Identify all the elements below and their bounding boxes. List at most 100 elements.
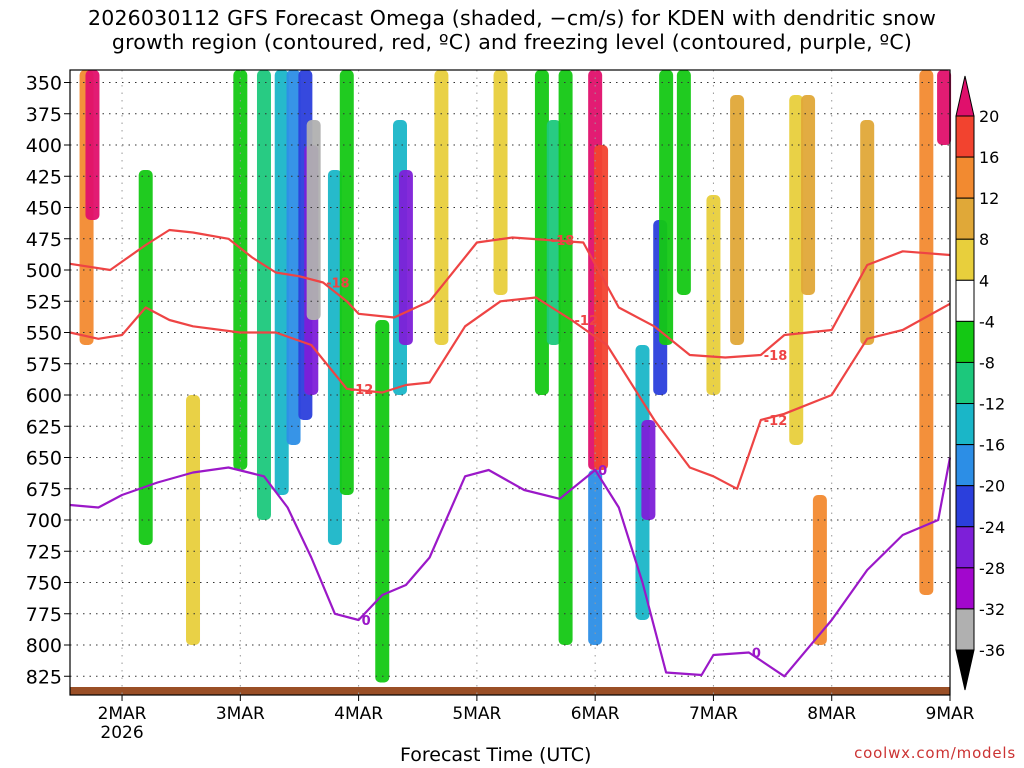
omega-band [286, 70, 301, 445]
omega-band [138, 170, 153, 545]
x-tick-label: 8MAR [807, 704, 856, 724]
colorbar-label: 8 [979, 230, 989, 249]
omega-band [812, 495, 827, 645]
colorbar-bin [955, 197, 975, 240]
colorbar-label: 20 [979, 107, 999, 126]
colorbar-label: -16 [979, 436, 1005, 455]
omega-band [375, 320, 390, 683]
y-tick-label: 350 [26, 73, 62, 95]
colorbar-label: 4 [979, 271, 989, 290]
x-tick-label: 4MAR [334, 704, 383, 724]
terrain-strip [70, 687, 950, 695]
title-line-2: growth region (contoured, red, ºC) and f… [111, 30, 913, 54]
colorbar-bin [955, 156, 975, 199]
colorbar-bin [955, 115, 975, 158]
omega-band [398, 170, 413, 345]
plot-frame [69, 69, 951, 696]
y-tick-label: 600 [26, 385, 62, 407]
x-tick-label: 5MAR [452, 704, 501, 724]
y-tick-label: 675 [26, 479, 62, 501]
x-tick-label: 3MAR [216, 704, 265, 724]
omega-band [558, 70, 573, 645]
y-tick-label: 550 [26, 323, 62, 345]
omega-band [546, 120, 561, 345]
colorbar-bin [955, 320, 975, 363]
chart-title: 2026030112 GFS Forecast Omega (shaded, −… [0, 6, 1024, 54]
omega-band [789, 95, 804, 445]
contour-label: -18 [764, 349, 788, 364]
contour-label: -18 [551, 234, 575, 249]
credit-link[interactable]: coolwx.com/models [854, 744, 1016, 762]
omega-band [306, 120, 321, 320]
colorbar-label: -24 [979, 518, 1005, 537]
contour-line [69, 457, 952, 678]
omega-band [493, 70, 508, 295]
omega-band [594, 145, 609, 470]
colorbar-label: -28 [979, 559, 1005, 578]
y-tick-label: 400 [26, 135, 62, 157]
contour-label: -12 [764, 414, 788, 429]
omega-band [659, 70, 674, 345]
y-tick-label: 625 [26, 416, 62, 438]
colorbar-label: -36 [979, 641, 1005, 660]
colorbar-bin [955, 238, 975, 281]
y-tick-label: 500 [26, 260, 62, 282]
contour-line [69, 228, 951, 359]
y-tick-label: 375 [26, 104, 62, 126]
y-tick-label: 825 [26, 666, 62, 688]
colorbar-label: -8 [979, 353, 995, 372]
contour-label: -12 [350, 383, 374, 398]
contour-label: -18 [326, 277, 350, 292]
y-tick-label: 700 [26, 510, 62, 532]
omega-band [919, 70, 934, 595]
colorbar-label: -12 [979, 395, 1005, 414]
y-tick-label: 725 [26, 541, 62, 563]
omega-band [641, 420, 656, 520]
omega-band [860, 120, 875, 345]
omega-band [534, 70, 549, 395]
x-tick-label: 9MAR [926, 704, 975, 724]
colorbar-label: 16 [979, 148, 999, 167]
omega-band [85, 70, 100, 220]
omega-band [186, 395, 201, 645]
colorbar-bin [955, 526, 975, 569]
y-tick-label: 575 [26, 354, 62, 376]
colorbar-label: -32 [979, 600, 1005, 619]
colorbar-top-arrow [955, 75, 975, 117]
omega-band [676, 70, 691, 295]
colorbar-bin [955, 485, 975, 528]
contour-line [69, 296, 951, 490]
colorbar-label: -20 [979, 477, 1005, 496]
contour-label: 0 [598, 464, 607, 479]
y-tick-label: 650 [26, 448, 62, 470]
omega-band [801, 95, 816, 295]
x-tick-year-label: 2026 [100, 723, 143, 743]
contour-label: 0 [362, 614, 371, 629]
title-line-1: 2026030112 GFS Forecast Omega (shaded, −… [87, 6, 937, 30]
y-tick-label: 775 [26, 604, 62, 626]
omega-band [730, 95, 745, 345]
colorbar-label: 12 [979, 189, 999, 208]
colorbar-bin [955, 403, 975, 446]
colorbar-label: -4 [979, 312, 995, 331]
x-tick-label: 2MAR [98, 704, 147, 724]
y-tick-label: 475 [26, 229, 62, 251]
contour-label: 0 [752, 647, 761, 662]
colorbar-bottom-arrow [955, 649, 975, 691]
colorbar-bin [955, 608, 975, 651]
y-tick-label: 525 [26, 291, 62, 313]
y-tick-label: 450 [26, 198, 62, 220]
colorbar-bin [955, 279, 975, 322]
omega-band [937, 70, 952, 145]
y-tick-label: 425 [26, 166, 62, 188]
x-axis-title: Forecast Time (UTC) [400, 744, 592, 766]
colorbar-bin [955, 361, 975, 405]
colorbar-bin [955, 567, 975, 610]
x-tick-label: 7MAR [689, 704, 738, 724]
x-tick-label: 6MAR [571, 704, 620, 724]
y-tick-label: 750 [26, 573, 62, 595]
omega-band [256, 70, 271, 520]
y-tick-label: 800 [26, 635, 62, 657]
omega-band [327, 170, 342, 545]
